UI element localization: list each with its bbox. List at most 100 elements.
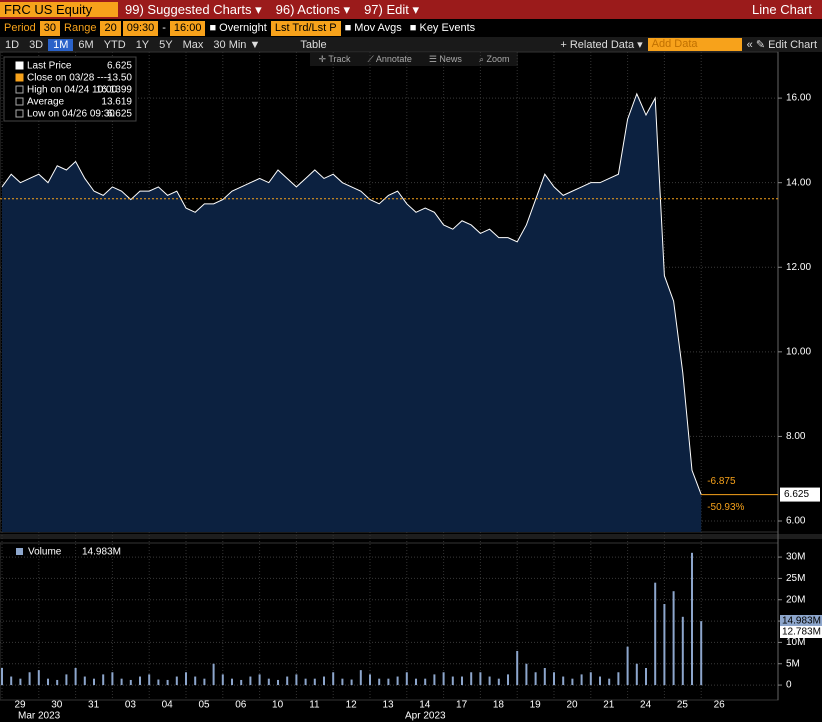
legend-value: 14.983M [82,547,121,558]
range-button[interactable]: Max [182,38,204,51]
range-button[interactable]: 6M [78,38,94,51]
input[interactable]: 30 [39,20,61,36]
dropdown[interactable]: Lst Trd/Lst P [270,20,341,36]
bar [1,668,3,686]
legend-value: 13.619 [101,97,132,108]
legend-icon [15,109,24,118]
bar [148,674,151,686]
tool[interactable]: ☰ News [428,54,462,64]
bar [120,678,123,686]
bar [396,676,399,686]
input[interactable]: 20 [100,20,121,36]
bar [691,552,693,686]
menu[interactable]: 97) Edit ▾ [364,1,420,17]
divider [0,534,822,539]
x-tick-label: 25 [677,700,689,711]
x-tick-label: 18 [493,700,505,711]
bar [65,674,68,686]
change-pct-label: -50.93% [707,502,744,513]
bar [166,679,169,686]
table-button[interactable]: Table [300,38,327,51]
tool[interactable]: ⌕ Zoom [478,54,510,64]
bar [534,672,537,686]
x-tick-label: 04 [162,700,174,711]
range-button[interactable]: 1D [5,38,20,51]
interval[interactable]: 30 Min ▼ [213,38,261,51]
y-tick-label: 12.00 [786,262,811,273]
y-tick-label: 25M [786,573,805,584]
tool[interactable]: ✛ Track [318,54,351,64]
x-tick-label: 29 [14,700,26,711]
bar [608,678,611,686]
range-button[interactable]: YTD [103,38,126,51]
y-tick-label: 20M [786,594,805,605]
legend-icon [15,85,24,94]
bar [415,678,417,686]
bar [267,678,270,686]
legend-icon [15,73,24,82]
bar [83,676,86,686]
y-tick-label: 10.00 [786,346,811,357]
bar [129,679,132,686]
checkbox[interactable]: ■ Overnight [209,22,267,34]
y-tick-label: 8.00 [786,431,806,442]
legend-label: Last Price [27,61,72,72]
bar [681,616,684,686]
edit-chart[interactable]: « ✎ Edit Chart [746,39,817,51]
tool[interactable]: ⟋ Annotate [367,54,412,64]
input[interactable]: 16:00 [169,20,206,36]
bar [313,678,316,686]
bar [387,678,390,686]
bar [332,672,335,686]
bar [424,678,427,686]
legend-icon [15,61,24,70]
range-button[interactable]: 1Y [135,38,150,51]
x-tick-label: 20 [566,700,578,711]
bar [93,678,95,686]
legend-label: Average [27,97,65,108]
bar [378,678,381,686]
bar [359,670,362,686]
avg-box [780,626,822,638]
y-tick-label: 30M [786,552,805,563]
bar [663,604,666,686]
bar [10,676,13,686]
bar [185,672,187,686]
chart-kind: Line Chart [752,2,812,17]
bar [479,672,482,686]
legend-label: Close on 03/28 ---- [27,73,110,84]
checkbox[interactable]: ■ Mov Avgs [344,22,402,34]
menu[interactable]: 96) Actions ▾ [275,1,351,17]
range-button[interactable]: 5Y [159,38,173,51]
add-data[interactable]: Add Data [647,38,742,51]
bar [451,676,454,686]
bar [194,676,197,686]
last-label: 6.625 [784,489,809,500]
bar [139,676,141,686]
bar [304,678,307,686]
legend-value: 6.625 [107,61,132,72]
range-button[interactable]: 1M [48,38,74,51]
related-data[interactable]: + Related Data ▾ [560,39,643,51]
checkbox[interactable]: ■ Key Events [409,22,476,34]
bar [470,672,473,686]
bar [525,663,528,686]
bar [405,672,408,686]
x-tick-label: 30 [51,700,63,711]
bar [507,674,509,686]
bar [47,678,49,686]
bar [249,676,252,686]
ticker[interactable]: FRC US Equity [0,2,118,17]
input[interactable]: 09:30 [122,20,159,36]
line [1,92,702,495]
range-button[interactable]: 3D [29,38,44,51]
month-label: Apr 2023 [405,711,446,722]
y-tick-label: 14.00 [786,177,811,188]
legend-label: Low on 04/26 09:30 [27,109,115,120]
legend-box [3,56,137,122]
x-tick-label: 03 [125,700,137,711]
legend-icon [15,97,24,106]
menu[interactable]: 99) Suggested Charts ▾ [125,1,262,17]
